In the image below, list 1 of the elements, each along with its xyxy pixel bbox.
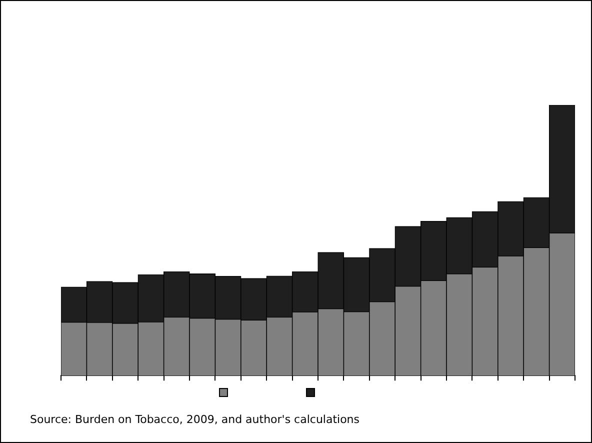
source-note: Source: Burden on Tobacco, 2009, and author's calculations xyxy=(30,413,360,426)
